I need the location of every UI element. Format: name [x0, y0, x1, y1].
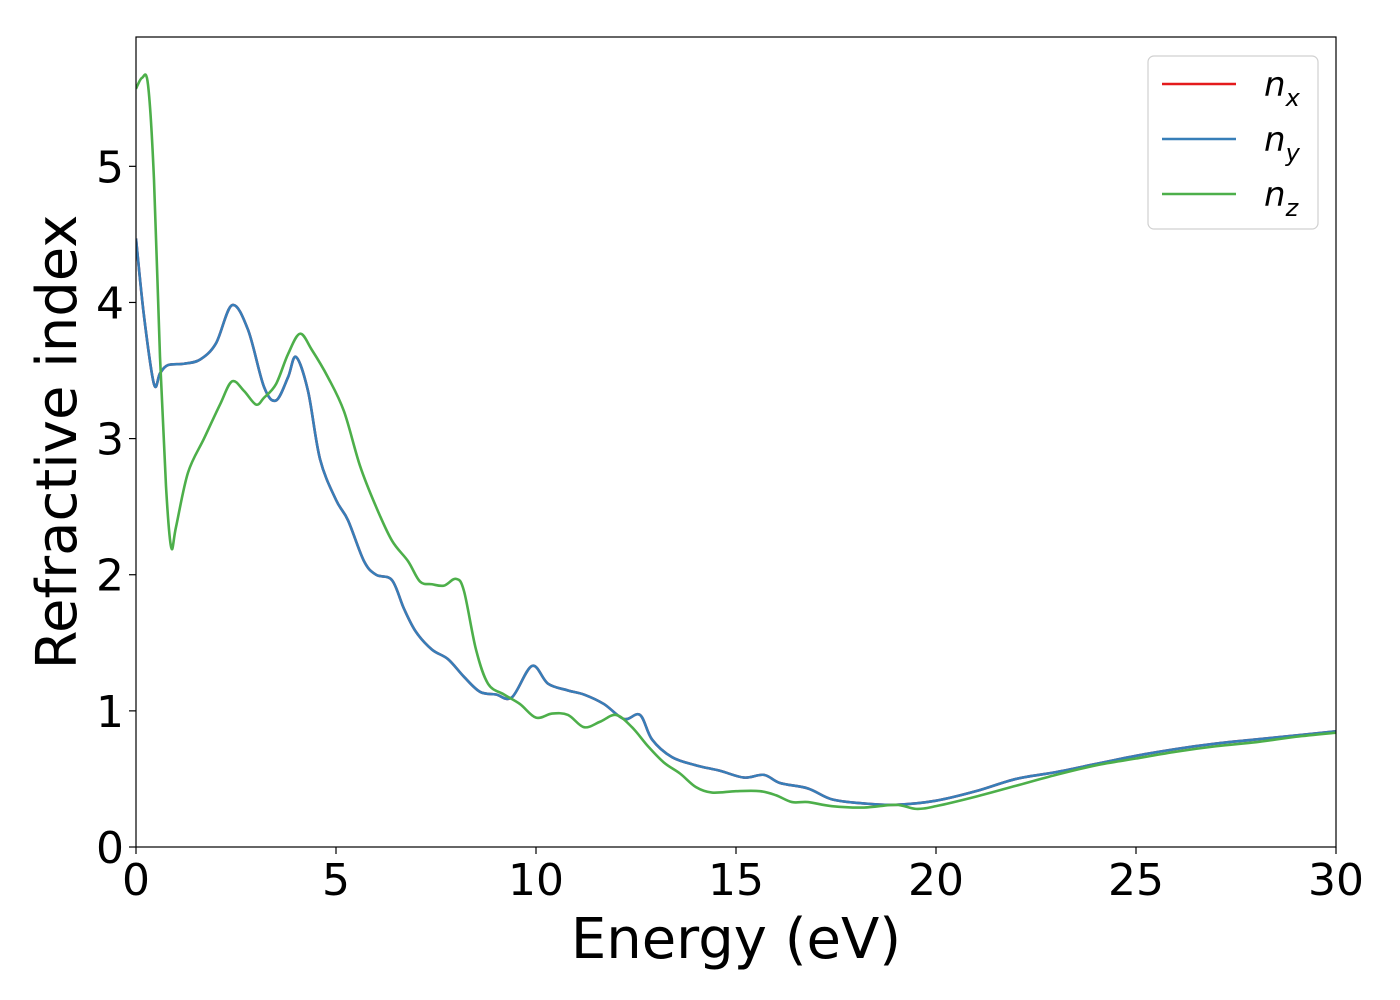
- y-tick-label: 1: [96, 687, 124, 738]
- series-line-nz: [136, 73, 1336, 811]
- y-tick-label: 0: [96, 823, 124, 874]
- x-tick-label: 10: [508, 855, 564, 906]
- x-tick-label: 5: [322, 855, 350, 906]
- y-tick-label: 4: [96, 278, 124, 329]
- y-axis: 0 1 2 3 4 5: [96, 142, 136, 874]
- y-tick-label: 5: [96, 142, 124, 193]
- x-tick-label: 20: [908, 855, 964, 906]
- x-tick-label: 25: [1108, 855, 1164, 906]
- y-tick-label: 2: [96, 551, 124, 602]
- x-tick-label: 0: [122, 855, 150, 906]
- x-axis-title: Energy (eV): [571, 907, 901, 972]
- series-line-nx: [136, 238, 1336, 807]
- plot-lines: [136, 73, 1336, 811]
- series-line-ny: [136, 238, 1336, 807]
- x-axis: 0 5 10 15 20 25 30: [122, 847, 1364, 906]
- x-tick-label: 15: [708, 855, 764, 906]
- legend-box: [1147, 55, 1319, 230]
- y-tick-label: 3: [96, 415, 124, 466]
- x-tick-label: 30: [1308, 855, 1364, 906]
- y-axis-title: Refractive index: [25, 215, 90, 670]
